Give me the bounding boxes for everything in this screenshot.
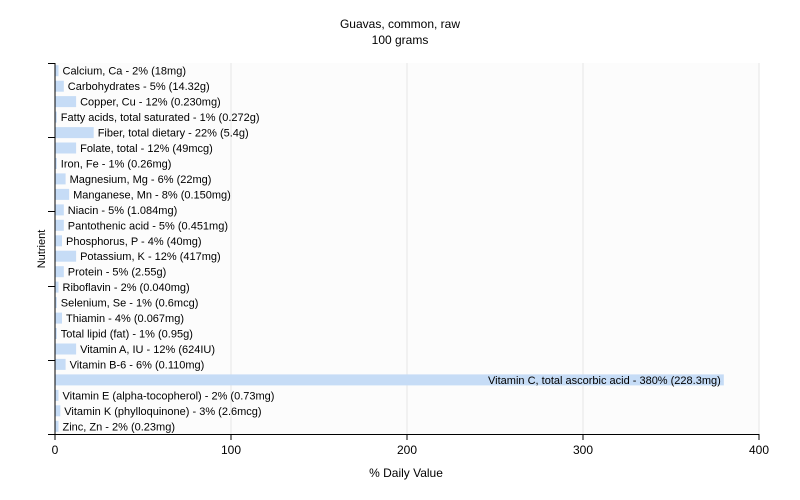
bar-label: Magnesium, Mg - 6% (22mg) [70, 174, 212, 186]
bar-label: Vitamin B-6 - 6% (0.110mg) [70, 359, 205, 371]
bar-label: Potassium, K - 12% (417mg) [80, 251, 221, 263]
x-tick-label: 300 [573, 443, 593, 457]
bar-label: Iron, Fe - 1% (0.26mg) [61, 159, 172, 171]
chart-subtitle: 100 grams [372, 33, 429, 47]
bar-label: Total lipid (fat) - 1% (0.95g) [61, 329, 193, 341]
bars-group: Calcium, Ca - 2% (18mg) Carbohydrates - 5… [55, 65, 724, 433]
bar [55, 358, 66, 370]
bar [55, 173, 66, 185]
bar-label: Niacin - 5% (1.084mg) [68, 205, 177, 217]
bar [55, 204, 64, 216]
bar [55, 420, 59, 432]
bar-label: Fiber, total dietary - 22% (5.4g) [98, 128, 249, 140]
chart-title: Guavas, common, raw [340, 17, 460, 31]
bar [55, 389, 59, 401]
bar [55, 96, 77, 108]
bar [55, 219, 64, 231]
bar-label: Vitamin E (alpha-tocopherol) - 2% (0.73m… [63, 390, 275, 402]
bar-label: Vitamin A, IU - 12% (624IU) [80, 344, 215, 356]
bar [55, 328, 57, 339]
bar-label: Zinc, Zn - 2% (0.23mg) [63, 421, 175, 433]
bar [55, 405, 61, 417]
bar-label: Selenium, Se - 1% (0.6mcg) [61, 298, 199, 310]
bar-label: Protein - 5% (2.55g) [68, 267, 166, 279]
bar [55, 142, 77, 154]
bar-label: Folate, total - 12% (49mcg) [80, 143, 213, 155]
grid-lines [55, 63, 760, 434]
bar-label: Copper, Cu - 12% (0.230mg) [80, 97, 221, 109]
bar [55, 281, 59, 293]
bar-label: Riboflavin - 2% (0.040mg) [63, 282, 190, 294]
axes-group: 0 100 200 300 400 [48, 63, 769, 457]
bar-label: Carbohydrates - 5% (14.32g) [68, 81, 210, 93]
bar-label: Phosphorus, P - 4% (40mg) [66, 236, 202, 248]
bar [55, 158, 57, 169]
x-tick-label: 400 [749, 443, 769, 457]
bar-label: Calcium, Ca - 2% (18mg) [63, 66, 186, 78]
bar-label: Vitamin C, total ascorbic acid - 380% (2… [488, 375, 721, 387]
bar [55, 65, 59, 77]
y-axis-label: Nutrient [36, 230, 48, 269]
bar [55, 80, 64, 92]
bar [55, 250, 77, 262]
bar-label: Vitamin K (phylloquinone) - 3% (2.6mcg) [64, 406, 261, 418]
bar [55, 188, 70, 200]
x-axis-label: % Daily Value [369, 466, 443, 480]
bar [55, 312, 62, 324]
bar-label: Manganese, Mn - 8% (0.150mg) [73, 189, 231, 201]
bar [55, 266, 64, 278]
bar [55, 111, 57, 123]
bar [55, 374, 724, 386]
x-tick-label: 0 [52, 443, 59, 457]
bar-label: Thiamin - 4% (0.067mg) [66, 313, 184, 325]
bar [55, 127, 94, 139]
x-tick-label: 100 [221, 443, 241, 457]
bar-label: Fatty acids, total saturated - 1% (0.272… [61, 112, 260, 124]
bar [55, 297, 57, 309]
bar [55, 235, 62, 247]
bar-label: Pantothenic acid - 5% (0.451mg) [68, 220, 228, 232]
x-tick-label: 200 [397, 443, 417, 457]
bar [55, 343, 77, 355]
